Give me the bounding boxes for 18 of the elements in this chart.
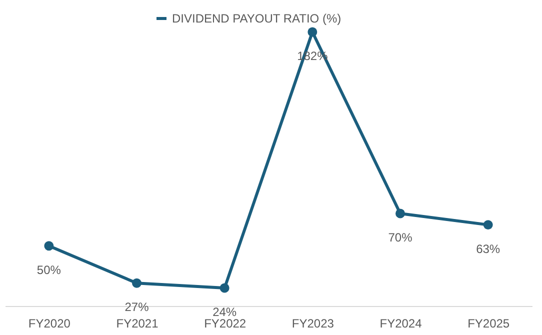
point: [220, 283, 230, 293]
data-label: 24%: [212, 305, 237, 319]
x-tick-label: FY2021: [116, 316, 159, 330]
data-label: 63%: [476, 242, 500, 256]
x-tick-label: FY2025: [468, 316, 510, 330]
point: [308, 27, 318, 37]
legend-label: DIVIDEND PAYOUT RATIO (%): [172, 12, 342, 26]
data-label: 70%: [388, 230, 413, 244]
x-tick-label: FY2023: [292, 316, 334, 330]
point: [132, 278, 142, 288]
data-label: 50%: [36, 262, 62, 277]
x-tick-label: FY2024: [380, 316, 422, 330]
x-tick-label: FY2020: [28, 316, 71, 330]
point: [396, 208, 405, 218]
point: [483, 220, 493, 230]
x-tick-label: FY2022: [204, 316, 246, 330]
point: [44, 241, 54, 251]
data-label: 27%: [124, 300, 150, 314]
